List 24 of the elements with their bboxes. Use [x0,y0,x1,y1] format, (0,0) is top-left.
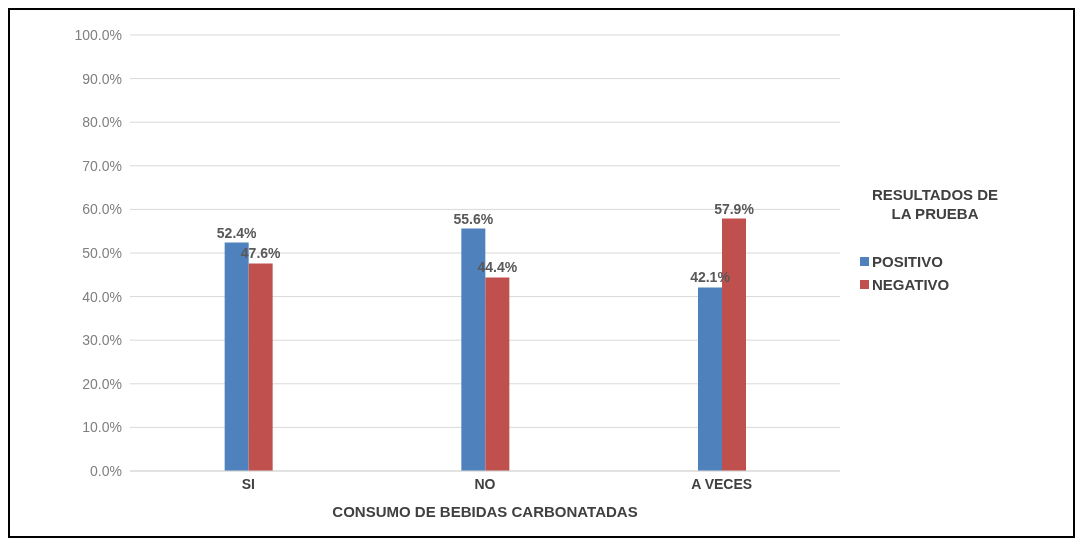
data-label: 52.4% [216,224,258,241]
x-tick-label: NO [474,475,496,492]
x-axis-title: CONSUMO DE BEBIDAS CARBONATADAS [332,503,638,520]
data-label: 55.6% [453,210,494,227]
bar [698,287,722,471]
y-tick-label: 80.0% [82,114,122,131]
y-tick-label: 60.0% [82,201,122,218]
legend-label: NEGATIVO [872,276,950,293]
legend-title: RESULTADOS DE LA PRUEBA [870,185,1000,223]
y-tick-label: 20.0% [82,375,122,392]
y-tick-label: 30.0% [82,332,122,349]
y-tick-label: 70.0% [82,157,122,174]
data-label: 57.9% [714,200,755,217]
y-tick-label: 40.0% [82,288,122,305]
y-tick-label: 10.0% [82,419,122,436]
bar [485,277,510,471]
y-tick-label: 100.0% [74,26,122,43]
y-tick-label: 90.0% [82,70,122,87]
y-tick-label: 50.0% [82,244,122,261]
y-tick-label: 0.0% [90,462,122,479]
x-tick-label: SI [241,475,255,492]
legend-label: POSITIVO [872,253,943,270]
x-tick-label: A VECES [691,475,753,492]
bar [248,263,273,471]
